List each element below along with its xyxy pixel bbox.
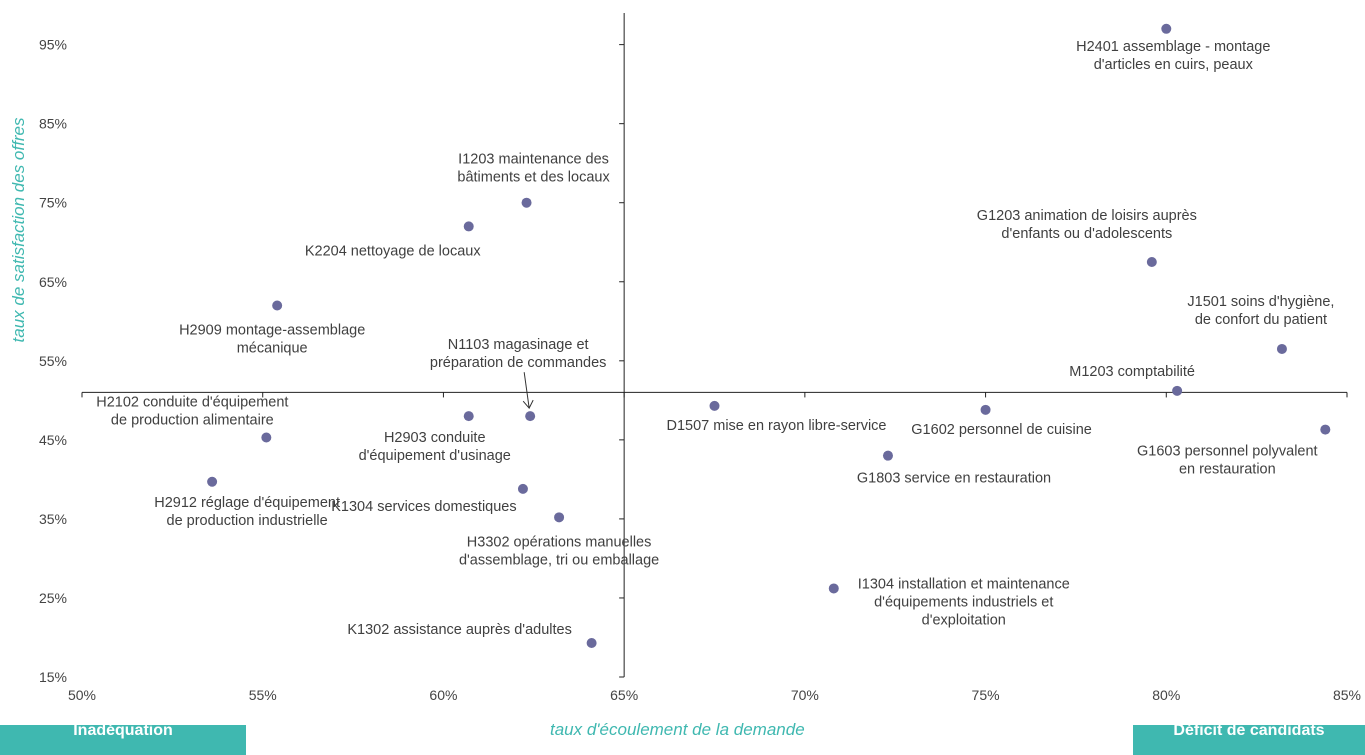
data-point-g1603: [1320, 424, 1331, 435]
x-tick-label: 50%: [68, 687, 96, 703]
point-label-g1203: G1203 animation de loisirs auprès d'enfan…: [977, 208, 1197, 242]
corner-label-right: Déficit de candidats: [1133, 725, 1365, 755]
data-point-h2912: [207, 476, 218, 487]
corner-label-left: Inadéquation: [0, 725, 246, 755]
point-label-i1304: I1304 installation et maintenance d'équip…: [858, 576, 1070, 628]
y-tick-label: 25%: [39, 590, 67, 606]
x-axis-title: taux d'écoulement de la demande: [550, 720, 805, 739]
x-tick-label: 55%: [249, 687, 277, 703]
point-label-g1603: G1603 personnel polyvalent en restauratio…: [1137, 444, 1318, 478]
x-tick-label: 80%: [1152, 687, 1180, 703]
data-point-h2903: [463, 411, 474, 422]
data-point-j1501: [1276, 343, 1287, 354]
point-label-g1602: G1602 personnel de cuisine: [911, 422, 1092, 438]
axes: [81, 13, 1348, 678]
point-label-h2903: H2903 conduite d'équipement d'usinage: [359, 430, 511, 464]
y-tick-label: 35%: [39, 511, 67, 527]
corner-label-right-text: Déficit de candidats: [1173, 725, 1325, 739]
y-tick-label: 75%: [39, 195, 67, 211]
data-point-h3302: [554, 512, 565, 523]
y-axis-title: taux de satisfaction des offres: [9, 117, 28, 343]
corner-label-left-text: Inadéquation: [73, 725, 173, 739]
point-label-h3302: H3302 opérations manuelles d'assemblage, …: [459, 534, 659, 568]
data-point-h2909: [272, 300, 283, 311]
tick-labels: 50% 55% 60% 65% 70% 75% 80% 85% 15% 25% 35% 45% 55% 6…: [39, 37, 1361, 703]
x-tick-label: 85%: [1333, 687, 1361, 703]
data-point-g1203: [1146, 257, 1157, 267]
y-tick-label: 55%: [39, 353, 67, 369]
point-label-h2912: H2912 réglage d'équipement de production …: [154, 495, 340, 529]
y-tick-label: 65%: [39, 274, 67, 290]
x-tick-label: 60%: [429, 687, 457, 703]
data-point-h2102: [261, 432, 272, 443]
data-point-i1304: [828, 583, 839, 594]
y-tick-label: 95%: [39, 37, 67, 53]
data-point-d1507: [709, 400, 720, 411]
data-point-i1203: [521, 197, 532, 208]
point-label-h2102: H2102 conduite d'équipement de production…: [96, 394, 288, 428]
y-tick-label: 85%: [39, 116, 67, 132]
point-label-k1304: K1304 services domestiques: [331, 499, 516, 515]
data-point-h2401: [1161, 23, 1172, 34]
point-label-i1203: I1203 maintenance des bâtiments et des lo…: [457, 152, 610, 186]
point-label-j1501: J1501 soins d'hygiène, de confort du pati…: [1187, 294, 1334, 328]
x-tick-label: 70%: [791, 687, 819, 703]
point-label-d1507: D1507 mise en rayon libre-service: [666, 418, 886, 434]
point-label-h2401: H2401 assemblage - montage d'articles en …: [1076, 39, 1270, 73]
point-label-m1203: M1203 comptabilité: [1069, 364, 1195, 380]
data-point-k1304: [517, 483, 528, 494]
point-label-n1103: N1103 magasinage et préparation de comman…: [430, 337, 607, 371]
y-tick-label: 45%: [39, 432, 67, 448]
point-label-k2204: K2204 nettoyage de locaux: [305, 243, 481, 259]
data-point-g1602: [980, 404, 991, 415]
callout-arrow-line: [523, 372, 530, 409]
x-tick-label: 75%: [972, 687, 1000, 703]
data-point-m1203: [1172, 385, 1183, 396]
data-point-k1302: [586, 638, 597, 649]
data-point-k2204: [463, 221, 474, 232]
callout-arrow-head: [522, 399, 534, 410]
point-label-h2909: H2909 montage-assemblage mécanique: [179, 322, 365, 356]
point-label-k1302: K1302 assistance auprès d'adultes: [347, 622, 571, 638]
point-labels: H2401 assemblage - montage d'articles en …: [96, 39, 1334, 638]
data-point-g1803: [882, 450, 893, 461]
y-tick-label: 15%: [39, 669, 67, 685]
data-points: [207, 23, 1331, 649]
data-point-n1103: [525, 411, 536, 422]
x-tick-label: 65%: [610, 687, 638, 703]
point-label-g1803: G1803 service en restauration: [857, 471, 1051, 487]
